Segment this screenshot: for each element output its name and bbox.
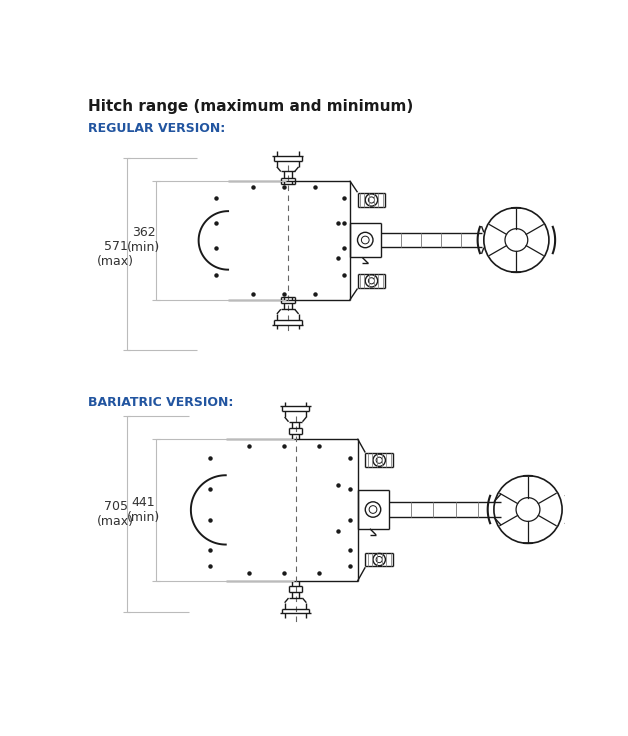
Text: 571
(max): 571 (max) — [97, 240, 134, 268]
Text: REGULAR VERSION:: REGULAR VERSION: — [88, 122, 225, 135]
Circle shape — [365, 502, 381, 517]
Circle shape — [357, 233, 373, 248]
Circle shape — [373, 553, 386, 566]
Text: Hitch range (maximum and minimum): Hitch range (maximum and minimum) — [88, 99, 413, 114]
Text: 362
(min): 362 (min) — [127, 227, 160, 255]
Text: 441
(min): 441 (min) — [127, 496, 160, 524]
Circle shape — [365, 275, 377, 287]
Circle shape — [365, 194, 377, 206]
Text: BARIATRIC VERSION:: BARIATRIC VERSION: — [88, 396, 233, 409]
Circle shape — [373, 454, 386, 467]
Text: 705
(max): 705 (max) — [97, 500, 134, 528]
